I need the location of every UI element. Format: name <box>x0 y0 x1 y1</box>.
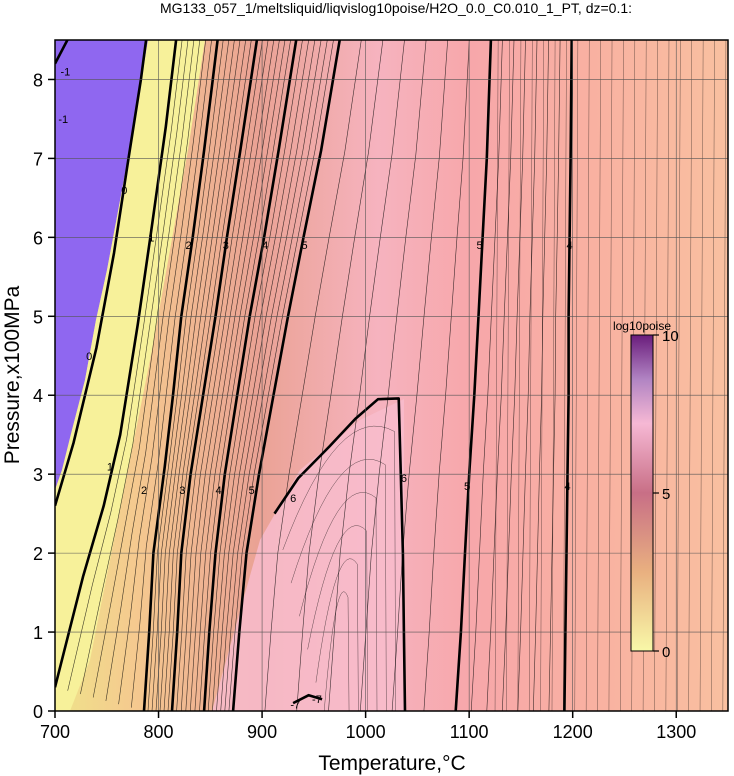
contour-label: 5 <box>301 240 307 252</box>
y-axis: 0 1 2 3 4 5 6 7 8 <box>33 70 55 722</box>
fine-contour-line <box>677 40 681 711</box>
contour-label: 4 <box>216 485 222 497</box>
contour-label: 1 <box>148 232 154 244</box>
fine-contour-line <box>585 40 590 711</box>
contour-label: 5 <box>464 481 470 493</box>
fine-contour-line <box>563 40 567 711</box>
contour-label: 5 <box>476 240 482 252</box>
fine-contour-line <box>574 40 579 711</box>
hot-pink-region <box>212 399 404 711</box>
fine-contour-line <box>67 40 183 691</box>
fine-contour-line <box>315 558 359 711</box>
fine-contour-line <box>699 40 704 711</box>
fine-contour-line <box>323 591 350 711</box>
colorbar-title: log10poise <box>613 319 671 333</box>
y-axis-label: Pressure,x100MPa <box>1 285 24 464</box>
fine-contour-line <box>551 40 556 711</box>
colorbar-tick-label: 10 <box>662 328 679 345</box>
contour-label: 3 <box>223 240 229 252</box>
x-axis: 700 800 900 1000 1100 1200 1300 <box>40 711 696 742</box>
contour-label: 4 <box>564 481 570 493</box>
fine-contour-line <box>92 40 195 698</box>
fine-contour-line <box>307 525 368 711</box>
contour-label: 2 <box>141 485 147 497</box>
x-tick-label: 700 <box>40 722 70 742</box>
fine-contour-line <box>665 40 670 711</box>
fine-contour-line <box>528 40 533 711</box>
y-tick-label: 3 <box>33 465 43 485</box>
contour-label: 5 <box>249 485 255 497</box>
grid-lines <box>55 40 728 711</box>
contour-line <box>292 693 323 705</box>
fine-contour-line <box>299 492 378 711</box>
fine-contour-line <box>517 40 522 711</box>
y-tick-label: 5 <box>33 307 43 327</box>
fine-contour-line <box>118 40 206 705</box>
colorbar-tick-label: 5 <box>662 486 670 503</box>
colorbar: log10poise 0 5 10 <box>613 319 679 661</box>
chart-title: MG133_057_1/meltsliquid/liqvislog10poise… <box>160 0 632 16</box>
plot-frame <box>54 39 729 712</box>
contour-label: 1 <box>107 461 113 473</box>
y-tick-label: 4 <box>33 386 43 406</box>
contour-label: -1 <box>60 67 70 79</box>
x-tick-label: 800 <box>144 722 174 742</box>
contour-line <box>55 40 178 688</box>
contour-label: 0 <box>121 185 127 197</box>
fine-contour-line <box>540 40 544 711</box>
contour-labels: -1 -1 0 0 1 1 2 2 3 3 4 4 5 5 6 6 5 5 4 4 -7 -7 <box>58 67 573 712</box>
fine-contour-line <box>506 40 510 711</box>
plot-area: -1 -1 0 0 1 1 2 2 3 3 4 4 5 5 6 6 5 5 4 4 -7 -7 <box>55 40 728 712</box>
fine-contour-line <box>105 40 201 701</box>
fine-contour-line <box>597 40 601 711</box>
fine-contour-line <box>620 40 624 711</box>
contour-line <box>55 40 69 65</box>
y-tick-label: 0 <box>33 702 43 722</box>
contour-label: -7 <box>290 700 300 712</box>
colorbar-gradient <box>630 334 654 652</box>
fine-contour-line <box>722 40 727 711</box>
x-tick-label: 1000 <box>346 722 386 742</box>
contour-label: 6 <box>290 493 296 505</box>
contour-label: 2 <box>186 240 192 252</box>
x-tick-label: 1200 <box>553 722 593 742</box>
fine-contour-line <box>688 40 693 711</box>
fine-contour-line <box>131 40 212 708</box>
contour-label: -1 <box>58 114 68 126</box>
fine-contour-line <box>711 40 715 711</box>
x-tick-label: 1100 <box>450 722 489 742</box>
fine-contour-line <box>608 40 613 711</box>
low-viscosity-region <box>55 40 148 490</box>
fine-contour-line <box>290 459 387 711</box>
y-tick-label: 7 <box>33 149 43 169</box>
x-axis-label: Temperature,°C <box>318 752 465 775</box>
contour-label: 3 <box>179 485 185 497</box>
fine-contour-line <box>494 40 499 711</box>
y-tick-label: 8 <box>33 70 43 90</box>
y-tick-label: 6 <box>33 228 43 248</box>
y-tick-label: 1 <box>33 623 43 643</box>
x-tick-label: 900 <box>247 722 277 742</box>
contour-label: 4 <box>567 240 573 252</box>
contour-label: 0 <box>86 351 92 363</box>
fine-contour-line <box>80 40 189 695</box>
colorbar-tick-label: 0 <box>662 644 670 661</box>
contour-label: -7 <box>312 694 322 706</box>
contour-label: 4 <box>262 240 268 252</box>
colorbar-ticks: 0 5 10 <box>653 328 679 661</box>
fine-contour-line <box>282 425 396 711</box>
x-tick-label: 1300 <box>656 722 696 742</box>
fine-contour-line <box>654 40 658 711</box>
y-tick-label: 2 <box>33 544 43 564</box>
contour-label: 6 <box>401 473 407 485</box>
contour-line <box>273 397 407 711</box>
